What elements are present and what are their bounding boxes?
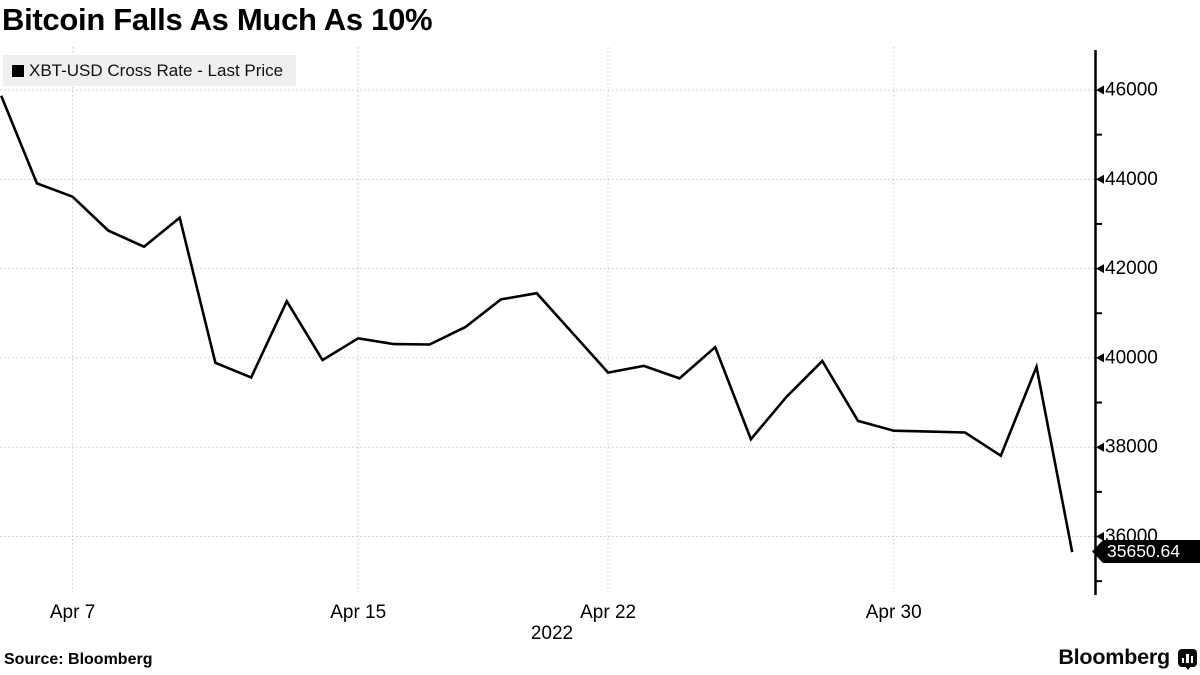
legend-series-swatch-icon [12, 64, 24, 77]
price-line-series [0, 95, 1074, 553]
bloomberg-logo: Bloomberg [1058, 645, 1197, 670]
x-axis-label: Apr 30 [866, 602, 922, 623]
y-tick-arrow-icon [1096, 442, 1104, 452]
y-tick-arrow-icon [1096, 353, 1104, 363]
legend-series-label: XBT-USD Cross Rate - Last Price [29, 60, 284, 80]
x-axis-label: Apr 22 [580, 602, 636, 623]
y-axis-label: 46000 [1105, 80, 1158, 101]
legend: XBT-USD Cross Rate - Last Price [3, 55, 297, 86]
y-tick-arrow-icon [1096, 174, 1104, 184]
y-tick-arrow-icon [1096, 532, 1104, 541]
chart-title: Bitcoin Falls As Much As 10% [2, 2, 433, 37]
bloomberg-wordmark: Bloomberg [1058, 645, 1170, 669]
y-axis-label: 44000 [1105, 169, 1158, 190]
source-attribution: Source: Bloomberg [4, 651, 153, 668]
y-tick-arrow-icon [1096, 85, 1104, 95]
x-axis-label: Apr 15 [330, 602, 386, 623]
last-price-badge: 35650.64 [1092, 540, 1200, 563]
y-axis-label: 38000 [1105, 437, 1158, 458]
y-axis-label: 40000 [1105, 347, 1158, 368]
x-axis-year-label: 2022 [531, 623, 573, 644]
y-axis-label: 42000 [1105, 258, 1158, 279]
x-axis-label: Apr 7 [50, 602, 95, 623]
y-tick-arrow-icon [1096, 264, 1104, 274]
bloomberg-terminal-icon [1178, 648, 1197, 667]
